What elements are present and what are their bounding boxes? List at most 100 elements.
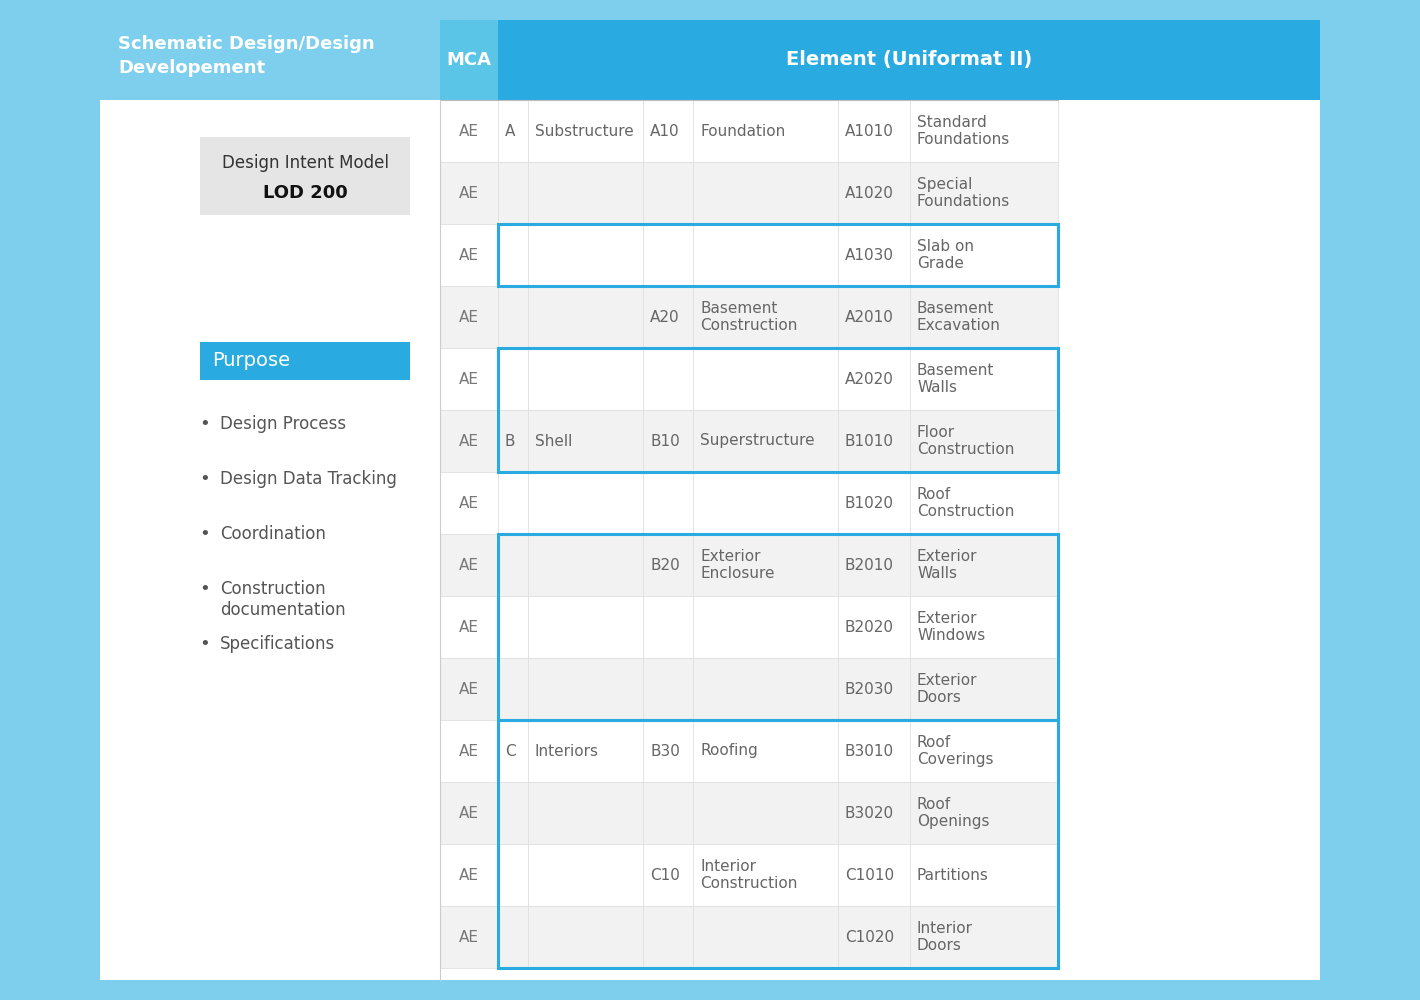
Text: Standard
Foundations: Standard Foundations bbox=[917, 115, 1010, 147]
Bar bbox=[643, 410, 693, 472]
Bar bbox=[910, 906, 1058, 968]
Bar bbox=[440, 534, 498, 596]
Text: Roof
Construction: Roof Construction bbox=[917, 487, 1014, 519]
Text: AE: AE bbox=[459, 247, 479, 262]
Text: A20: A20 bbox=[650, 310, 680, 324]
Text: Special
Foundations: Special Foundations bbox=[917, 177, 1010, 209]
Bar bbox=[693, 472, 838, 534]
Bar bbox=[643, 286, 693, 348]
Bar bbox=[528, 720, 643, 782]
Bar bbox=[838, 224, 910, 286]
Text: C1010: C1010 bbox=[845, 867, 895, 882]
Bar bbox=[440, 410, 498, 472]
Bar bbox=[440, 782, 498, 844]
Text: Construction
documentation: Construction documentation bbox=[220, 580, 345, 619]
Bar bbox=[643, 348, 693, 410]
Text: AE: AE bbox=[459, 310, 479, 324]
Bar bbox=[693, 162, 838, 224]
Bar bbox=[528, 472, 643, 534]
Text: •: • bbox=[200, 635, 210, 653]
Bar bbox=[498, 534, 528, 596]
Text: AE: AE bbox=[459, 744, 479, 758]
Text: C1020: C1020 bbox=[845, 930, 895, 944]
Bar bbox=[643, 224, 693, 286]
Bar bbox=[440, 100, 498, 162]
Bar bbox=[693, 596, 838, 658]
Bar bbox=[838, 658, 910, 720]
Text: AE: AE bbox=[459, 806, 479, 820]
Bar bbox=[693, 658, 838, 720]
Text: Coordination: Coordination bbox=[220, 525, 325, 543]
Bar bbox=[643, 720, 693, 782]
Text: Roof
Openings: Roof Openings bbox=[917, 797, 990, 829]
Text: B3020: B3020 bbox=[845, 806, 895, 820]
Bar bbox=[910, 782, 1058, 844]
Text: Exterior
Windows: Exterior Windows bbox=[917, 611, 985, 643]
Text: B10: B10 bbox=[650, 434, 680, 448]
Text: A: A bbox=[506, 123, 515, 138]
Bar bbox=[838, 286, 910, 348]
Bar bbox=[498, 906, 528, 968]
Bar bbox=[498, 348, 1058, 472]
Bar bbox=[440, 348, 498, 410]
Text: Shell: Shell bbox=[535, 434, 572, 448]
Text: AE: AE bbox=[459, 123, 479, 138]
Text: A1010: A1010 bbox=[845, 123, 893, 138]
Text: B1020: B1020 bbox=[845, 495, 895, 510]
Bar bbox=[200, 342, 410, 380]
Text: A1030: A1030 bbox=[845, 247, 895, 262]
Text: C: C bbox=[506, 744, 515, 758]
Bar bbox=[440, 844, 498, 906]
Bar bbox=[910, 100, 1058, 162]
Bar bbox=[838, 844, 910, 906]
Bar bbox=[910, 658, 1058, 720]
Bar bbox=[528, 100, 643, 162]
Text: Superstructure: Superstructure bbox=[700, 434, 815, 448]
Text: Slab on
Grade: Slab on Grade bbox=[917, 239, 974, 271]
Bar bbox=[498, 162, 528, 224]
Text: Interiors: Interiors bbox=[535, 744, 599, 758]
Bar bbox=[838, 348, 910, 410]
Bar bbox=[693, 906, 838, 968]
Bar bbox=[498, 100, 528, 162]
Text: Basement
Walls: Basement Walls bbox=[917, 363, 994, 395]
Bar bbox=[528, 410, 643, 472]
Text: B: B bbox=[506, 434, 515, 448]
Bar bbox=[693, 224, 838, 286]
Text: Purpose: Purpose bbox=[212, 352, 290, 370]
Bar bbox=[528, 596, 643, 658]
Text: AE: AE bbox=[459, 371, 479, 386]
Bar bbox=[528, 782, 643, 844]
Text: B2020: B2020 bbox=[845, 619, 895, 635]
Bar bbox=[693, 720, 838, 782]
Bar bbox=[498, 410, 528, 472]
Text: MCA: MCA bbox=[446, 51, 491, 69]
Bar bbox=[910, 286, 1058, 348]
Text: A10: A10 bbox=[650, 123, 680, 138]
Text: B1010: B1010 bbox=[845, 434, 895, 448]
Text: Design Data Tracking: Design Data Tracking bbox=[220, 470, 396, 488]
Text: AE: AE bbox=[459, 558, 479, 572]
Text: AE: AE bbox=[459, 867, 479, 882]
Bar bbox=[910, 224, 1058, 286]
Text: Roof
Coverings: Roof Coverings bbox=[917, 735, 994, 767]
Bar bbox=[643, 844, 693, 906]
Text: Roofing: Roofing bbox=[700, 744, 758, 758]
Text: B3010: B3010 bbox=[845, 744, 895, 758]
Bar bbox=[643, 906, 693, 968]
Bar bbox=[528, 844, 643, 906]
Text: •: • bbox=[200, 470, 210, 488]
Bar bbox=[693, 100, 838, 162]
Bar bbox=[838, 782, 910, 844]
Bar bbox=[910, 162, 1058, 224]
Text: Partitions: Partitions bbox=[917, 867, 988, 882]
Bar bbox=[440, 658, 498, 720]
Bar bbox=[528, 348, 643, 410]
Bar bbox=[498, 20, 1321, 100]
Text: AE: AE bbox=[459, 930, 479, 944]
Bar bbox=[99, 20, 440, 100]
Bar bbox=[498, 348, 528, 410]
Bar bbox=[910, 844, 1058, 906]
Bar bbox=[440, 906, 498, 968]
Bar bbox=[910, 348, 1058, 410]
